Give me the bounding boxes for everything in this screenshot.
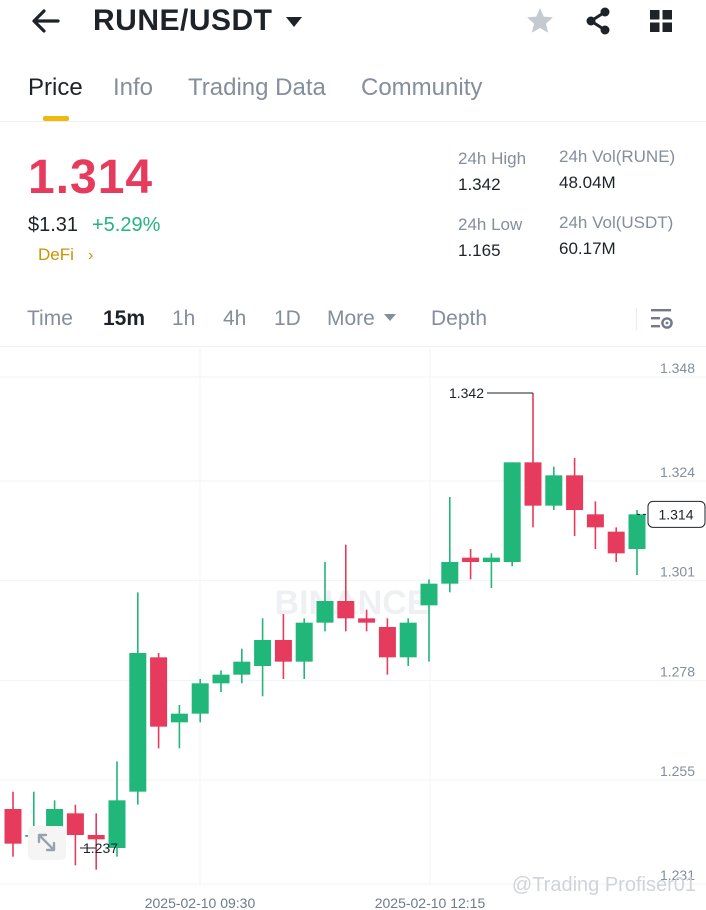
chart-settings-icon[interactable] [649, 306, 675, 332]
tab-trading-data[interactable]: Trading Data [188, 74, 326, 101]
x-tick-label: 2025-02-10 09:30 [145, 895, 256, 910]
tab-price[interactable]: Price [28, 74, 83, 101]
tab-bar: Price Info Trading Data Community [0, 70, 706, 122]
candle-body [420, 583, 438, 606]
dropdown-caret-icon [285, 17, 302, 27]
timeframe-1h[interactable]: 1h [172, 307, 196, 330]
pair-selector[interactable]: RUNE/USDT [93, 4, 302, 38]
candle-body [129, 653, 147, 792]
candle-body [607, 531, 625, 554]
tab-community[interactable]: Community [361, 74, 483, 101]
current-price-box [647, 500, 706, 528]
category-tag[interactable]: DeFi [38, 245, 74, 264]
y-tick-label: 1.301 [660, 564, 695, 580]
divider [636, 308, 637, 330]
low-value: 1.165 [458, 241, 501, 260]
grid-icon[interactable] [645, 5, 677, 37]
candle-body [503, 462, 521, 562]
candle-body [4, 809, 22, 844]
candlestick-chart[interactable]: 1.348 1.324 1.301 1.278 1.255 1.231 2025-02-10… [0, 346, 706, 910]
candle-body [254, 640, 272, 666]
chart-top-border [0, 346, 706, 347]
candle-body [316, 601, 334, 623]
candle-body [337, 601, 355, 619]
candle-body [524, 462, 542, 506]
y-tick-label: 1.231 [660, 867, 695, 883]
x-tick-label: 2025-02-10 12:15 [375, 895, 486, 910]
candle-body [399, 622, 417, 658]
vol-quote-value: 60.17M [559, 239, 616, 258]
y-tick-label: 1.348 [660, 360, 695, 376]
timeframe-1d[interactable]: 1D [274, 307, 301, 330]
pair-name: RUNE/USDT [93, 4, 273, 37]
timeframe-more[interactable]: More [327, 307, 375, 330]
candle-body [358, 618, 376, 623]
vol-base-value: 48.04M [559, 173, 616, 192]
low-label: 24h Low [458, 215, 523, 234]
image-credit: @Trading Profiser01 [511, 874, 696, 896]
more-caret-icon [384, 314, 396, 321]
candle-body [212, 674, 230, 684]
candle-body [170, 713, 188, 723]
candle-body [295, 622, 313, 662]
candle-body [545, 475, 563, 506]
candle-body [150, 657, 168, 727]
usd-price: $1.31 [28, 214, 79, 236]
candle-body [566, 475, 584, 510]
expand-button[interactable] [28, 826, 66, 860]
vol-base-label: 24h Vol(RUNE) [559, 147, 676, 166]
expand-icon [37, 833, 56, 852]
candle-body [108, 800, 126, 848]
back-arrow-icon[interactable] [30, 6, 62, 36]
last-price: 1.314 [28, 151, 154, 204]
top-bar: RUNE/USDT [0, 0, 706, 44]
chevron-right-icon: › [88, 247, 94, 264]
tab-info[interactable]: Info [113, 74, 154, 101]
low-marker-label: 1.237 [83, 840, 118, 856]
candle-body [462, 557, 480, 562]
active-tab-indicator [43, 116, 69, 121]
y-tick-label: 1.278 [660, 663, 695, 679]
price-change: +5.29% [92, 214, 161, 236]
vol-quote-label: 24h Vol(USDT) [559, 213, 674, 232]
candle-body [87, 835, 105, 840]
high-marker-label: 1.342 [449, 385, 484, 401]
candle-body [586, 514, 604, 528]
candle-body [191, 683, 209, 714]
depth-tab[interactable]: Depth [431, 307, 488, 330]
timeframe-4h[interactable]: 4h [223, 307, 247, 330]
candle-body [233, 661, 251, 675]
share-icon[interactable] [582, 5, 614, 37]
candle-body [628, 514, 646, 549]
y-tick-label: 1.255 [660, 763, 695, 779]
candle-body [274, 640, 292, 662]
y-tick-label: 1.324 [660, 464, 695, 480]
candle-body [66, 813, 84, 835]
high-label: 24h High [458, 149, 527, 168]
candle-body [378, 627, 396, 658]
candle-body [441, 562, 459, 584]
timeframe-time[interactable]: Time [27, 307, 73, 330]
timeframe-15m[interactable]: 15m [103, 307, 146, 330]
current-price-label: 1.314 [658, 506, 693, 522]
star-icon[interactable] [524, 5, 556, 37]
high-value: 1.342 [458, 175, 501, 194]
candle-body [482, 557, 500, 562]
